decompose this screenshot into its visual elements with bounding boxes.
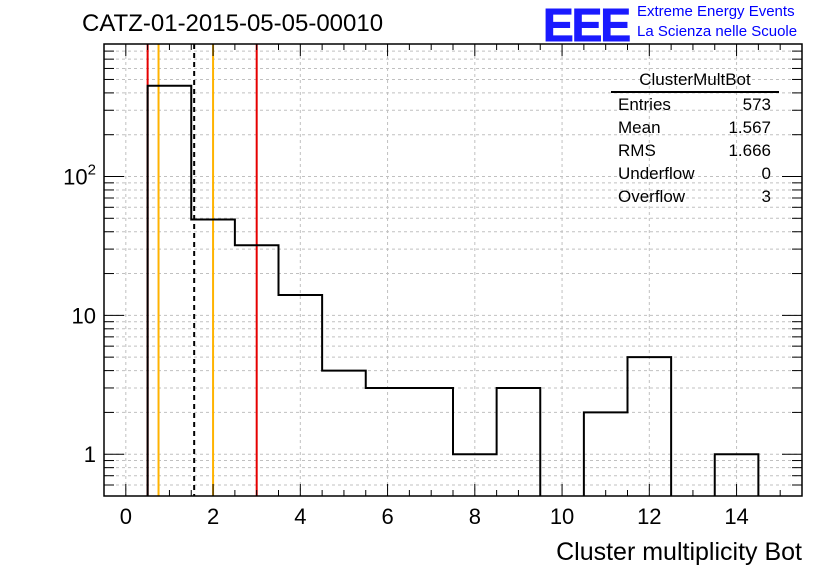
- x-axis-label: Cluster multiplicity Bot: [556, 538, 802, 566]
- x-tick-label: 14: [724, 504, 748, 529]
- x-tick-label: 10: [550, 504, 574, 529]
- y-tick-label: 102: [63, 161, 96, 189]
- stats-label: Overflow: [618, 187, 686, 206]
- stats-label: Mean: [618, 118, 661, 137]
- y-tick-label: 10: [72, 303, 96, 328]
- stats-row-rms: RMS 1.666: [611, 141, 779, 164]
- org-name-line1: Extreme Energy Events: [637, 3, 795, 20]
- histogram-bin: [148, 86, 192, 496]
- histogram-bin: [366, 388, 453, 496]
- stats-value: 1.666: [728, 141, 771, 160]
- run-title: CATZ-01-2015-05-05-00010: [82, 10, 384, 37]
- org-name-line2: La Scienza nelle Scuole: [637, 23, 798, 40]
- x-tick-label: 0: [120, 504, 132, 529]
- histogram-bin: [322, 371, 366, 496]
- x-tick-label: 2: [207, 504, 219, 529]
- stats-title: ClusterMultBot: [611, 70, 779, 93]
- stats-box: ClusterMultBot Entries 573 Mean 1.567 RM…: [611, 70, 779, 210]
- y-tick-label: 1: [84, 442, 96, 467]
- stats-label: Underflow: [618, 164, 695, 183]
- eee-logo: EEE: [542, 0, 631, 51]
- x-tick-label: 8: [469, 504, 481, 529]
- histogram-bin: [497, 388, 541, 496]
- stats-row-mean: Mean 1.567: [611, 118, 779, 141]
- histogram-outline: [146, 84, 760, 496]
- stats-value: 3: [761, 187, 771, 206]
- x-tick-label: 6: [381, 504, 393, 529]
- x-tick-label: 12: [637, 504, 661, 529]
- stats-row-entries: Entries 573: [611, 95, 779, 118]
- stats-value: 1.567: [728, 118, 771, 137]
- stats-label: RMS: [618, 141, 656, 160]
- histogram-bin: [628, 357, 672, 496]
- stats-row-underflow: Underflow 0: [611, 164, 779, 187]
- stats-value: 573: [742, 95, 771, 114]
- stats-label: Entries: [618, 95, 671, 114]
- stats-value: 0: [761, 164, 771, 183]
- x-tick-label: 4: [294, 504, 306, 529]
- stats-row-overflow: Overflow 3: [611, 187, 779, 210]
